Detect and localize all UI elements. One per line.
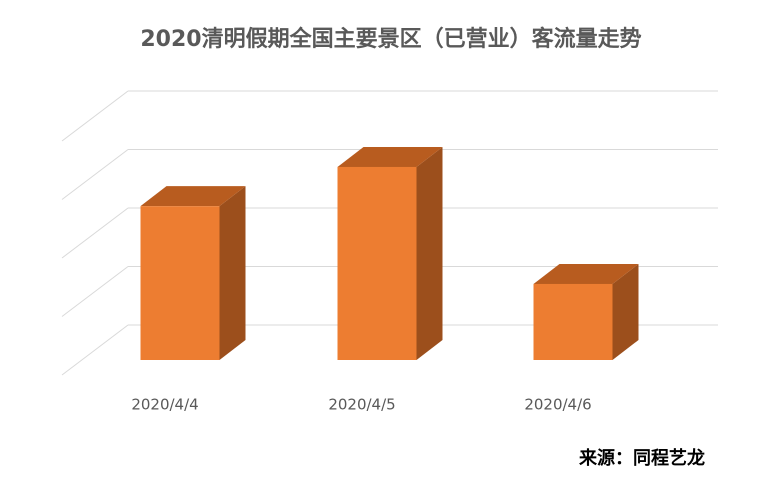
grid-line xyxy=(61,266,129,317)
grid-line xyxy=(61,90,129,142)
grid-line xyxy=(61,149,129,200)
bar xyxy=(140,206,220,360)
source-note: 来源：同程艺龙 xyxy=(578,447,705,469)
x-tick-label: 2020/4/5 xyxy=(328,396,395,414)
bar-side xyxy=(219,186,246,360)
grid-line xyxy=(61,207,129,259)
bar xyxy=(533,283,613,360)
x-tick-label: 2020/4/4 xyxy=(131,396,198,414)
chart-title: 2020清明假期全国主要景区（已营业）客流量走势 xyxy=(140,26,641,52)
bar-top xyxy=(533,263,639,284)
bar-side xyxy=(612,263,639,360)
bar-top xyxy=(337,146,443,167)
grid-line xyxy=(61,324,129,376)
bar-top xyxy=(140,186,246,207)
bar xyxy=(337,166,417,360)
x-tick-label: 2020/4/6 xyxy=(524,396,591,414)
bar-side xyxy=(416,146,443,360)
